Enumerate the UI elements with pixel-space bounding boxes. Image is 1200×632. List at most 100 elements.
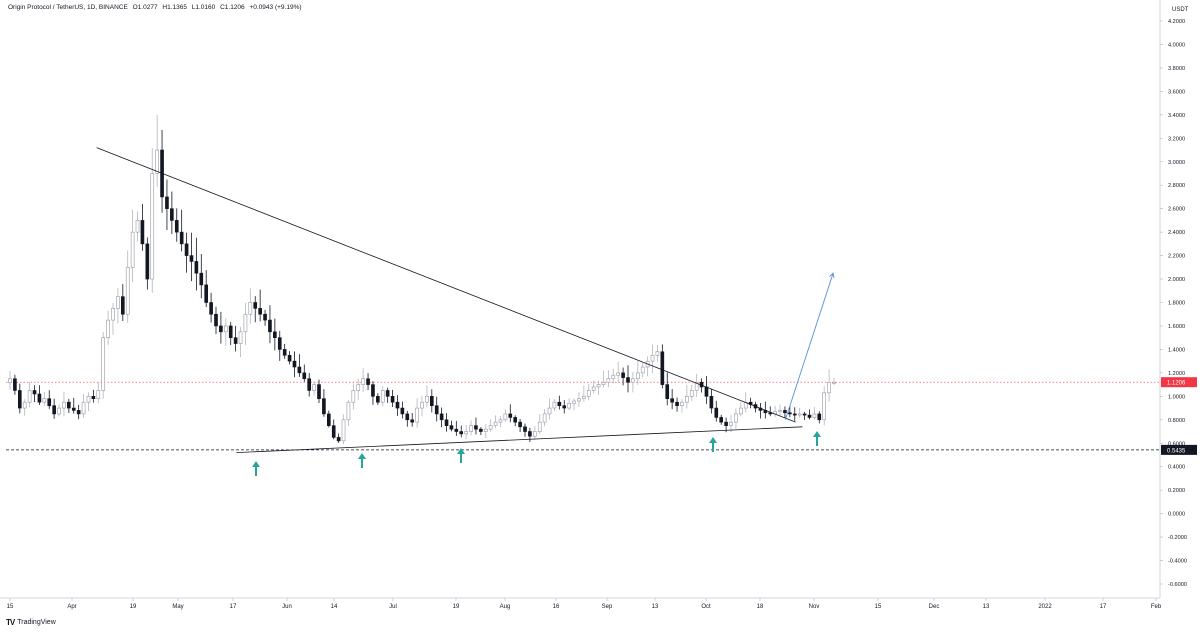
time-tick-label: Nov bbox=[809, 604, 820, 610]
candle-body bbox=[738, 407, 743, 415]
candle bbox=[356, 378, 361, 400]
candle bbox=[778, 404, 782, 416]
candle-body bbox=[199, 272, 204, 286]
price-tick-label: 3.0000 bbox=[1168, 160, 1185, 166]
candle-body bbox=[233, 337, 238, 344]
candle-body bbox=[37, 393, 42, 403]
price-tick-label: 2.0000 bbox=[1168, 277, 1185, 283]
candle bbox=[81, 393, 86, 418]
candle-body bbox=[542, 413, 547, 423]
candle bbox=[415, 398, 419, 428]
time-tick-label: 15 bbox=[875, 604, 882, 610]
candle-body bbox=[371, 384, 375, 397]
candle-body bbox=[797, 413, 802, 416]
candle-body bbox=[586, 390, 591, 397]
candle bbox=[601, 370, 606, 388]
time-tick-label: Jun bbox=[282, 604, 292, 610]
candle-body bbox=[606, 378, 611, 383]
up-arrows bbox=[252, 431, 821, 476]
ascending-support-line bbox=[236, 426, 803, 454]
price-tick-label: -0.4000 bbox=[1168, 559, 1187, 565]
candle bbox=[376, 393, 380, 405]
candle-body bbox=[106, 319, 110, 338]
candle-body bbox=[827, 381, 831, 394]
ohlc-open: O1.0277 bbox=[132, 4, 158, 11]
candle bbox=[611, 368, 616, 384]
candle bbox=[822, 386, 827, 426]
candle bbox=[631, 371, 635, 393]
candle bbox=[179, 209, 184, 252]
candle-body bbox=[601, 381, 606, 385]
candle-body bbox=[616, 372, 621, 376]
candle bbox=[8, 370, 12, 390]
candle bbox=[140, 203, 145, 251]
candle bbox=[483, 424, 488, 439]
candle-body bbox=[650, 354, 655, 362]
candle-body bbox=[47, 398, 52, 407]
candle-body bbox=[204, 284, 209, 303]
candle bbox=[660, 344, 665, 389]
candle bbox=[444, 413, 449, 432]
candle-body bbox=[253, 302, 258, 309]
candle bbox=[233, 325, 238, 352]
candle-body bbox=[67, 401, 71, 409]
candle-body bbox=[709, 396, 714, 409]
candle-body bbox=[71, 407, 76, 411]
candle bbox=[390, 389, 395, 407]
candle-body bbox=[572, 400, 576, 404]
candle bbox=[474, 417, 478, 435]
time-tick-label: Jul bbox=[389, 604, 397, 610]
candle bbox=[248, 288, 253, 324]
candle-body bbox=[307, 378, 312, 391]
candle-body bbox=[248, 302, 253, 315]
candle-body bbox=[611, 374, 616, 380]
candle-body bbox=[135, 220, 140, 233]
price-tick-label: 2.4000 bbox=[1168, 230, 1185, 236]
candle bbox=[371, 381, 375, 405]
candle bbox=[459, 425, 464, 438]
candle bbox=[439, 407, 444, 428]
candle-body bbox=[140, 220, 145, 245]
ohlc-high: H1.1365 bbox=[162, 4, 187, 11]
price-tick-label: 4.0000 bbox=[1168, 42, 1185, 48]
candle bbox=[792, 407, 797, 421]
candle-body bbox=[155, 149, 159, 174]
time-tick-label: May bbox=[172, 604, 183, 610]
price-tick-label: 3.6000 bbox=[1168, 89, 1185, 95]
candle-body bbox=[655, 351, 660, 356]
candle bbox=[503, 409, 508, 422]
candle-body bbox=[223, 325, 228, 333]
candle-body bbox=[807, 414, 812, 418]
candle bbox=[160, 130, 164, 213]
ohlc-change: +0.0943 (+9.19%) bbox=[249, 4, 302, 11]
up-arrow-icon bbox=[358, 453, 366, 468]
candle-body bbox=[312, 384, 316, 391]
candlesticks bbox=[8, 114, 836, 445]
candle-body bbox=[528, 431, 532, 437]
axes bbox=[0, 0, 1163, 601]
candle bbox=[479, 427, 483, 435]
candle bbox=[812, 406, 817, 420]
price-tick-label: 3.2000 bbox=[1168, 136, 1185, 142]
candle-body bbox=[547, 407, 552, 415]
candle bbox=[572, 398, 576, 411]
time-tick-label: 13 bbox=[983, 604, 990, 610]
tradingview-brand[interactable]: TV TradingView bbox=[6, 618, 56, 627]
time-tick-label: 17 bbox=[1100, 604, 1107, 610]
candle-body bbox=[562, 405, 567, 409]
candle bbox=[351, 383, 356, 410]
candle-body bbox=[170, 208, 174, 221]
candle bbox=[155, 114, 159, 187]
candle bbox=[596, 380, 601, 396]
candle bbox=[425, 385, 429, 408]
candle bbox=[228, 322, 233, 346]
candle bbox=[130, 209, 135, 282]
candle-body bbox=[376, 396, 380, 403]
candle bbox=[621, 367, 625, 386]
candle bbox=[366, 373, 370, 390]
last-price-badge bbox=[1161, 377, 1197, 388]
candle-body bbox=[214, 313, 218, 327]
candle bbox=[464, 424, 468, 440]
brand-name: TradingView bbox=[17, 619, 56, 626]
